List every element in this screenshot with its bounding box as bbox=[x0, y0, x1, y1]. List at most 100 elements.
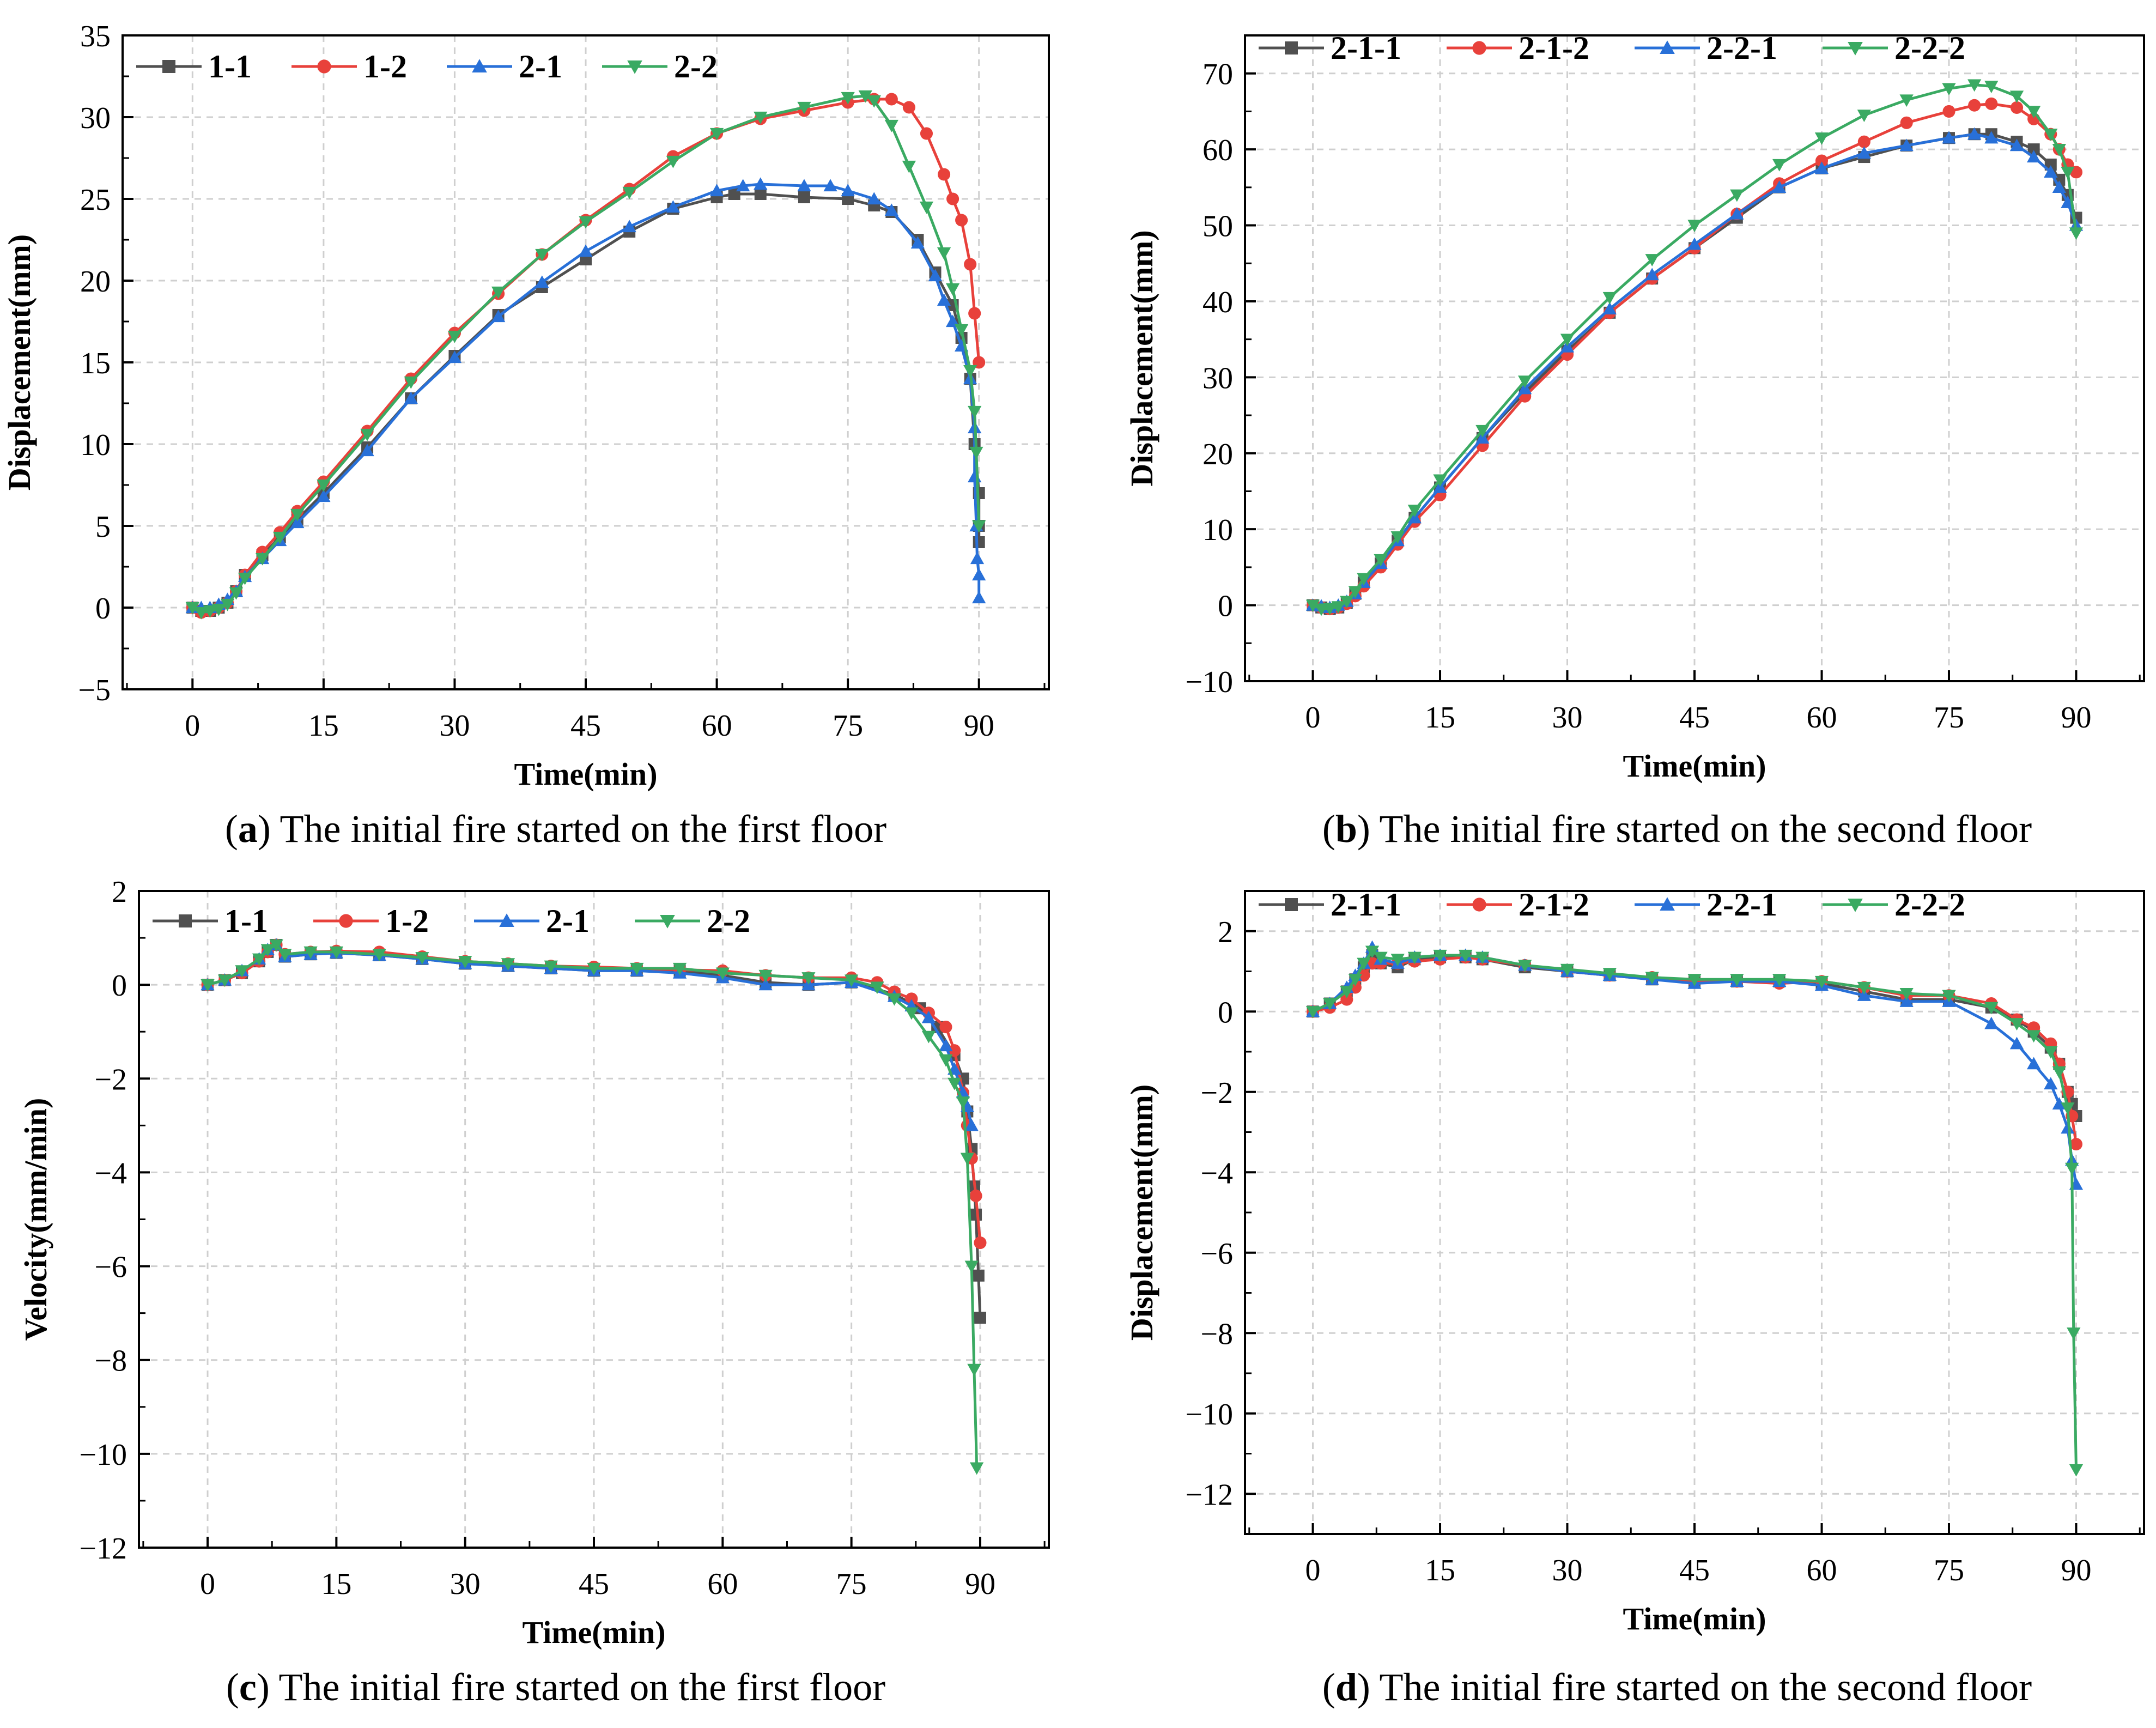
data-point bbox=[963, 365, 977, 378]
data-point bbox=[1433, 474, 1447, 487]
data-point bbox=[905, 992, 918, 1005]
data-point bbox=[179, 914, 192, 927]
y-tick-label: −10 bbox=[79, 1438, 127, 1472]
x-tick-label: 75 bbox=[1934, 701, 1964, 735]
x-tick-label: 90 bbox=[965, 1567, 995, 1601]
data-point bbox=[1899, 94, 1914, 107]
data-point bbox=[1899, 138, 1914, 151]
caption-text: ) The initial fire started on the second… bbox=[1357, 807, 2032, 851]
y-tick-label: 30 bbox=[80, 101, 111, 135]
y-tick-label: 5 bbox=[95, 510, 111, 544]
x-tick-label: 45 bbox=[570, 709, 601, 743]
data-point bbox=[1857, 110, 1871, 123]
chart-panel-b: 0 15 30 45 60 75 90 −10 0 10 20 30 40 50 60 70 Time(min)… bbox=[1124, 30, 2145, 851]
caption-text: ) The initial fire started on the first … bbox=[257, 1665, 885, 1709]
legend-label: 2-2 bbox=[707, 903, 750, 939]
data-point bbox=[1407, 951, 1422, 965]
legend-item: 2-2-2 bbox=[1823, 887, 1965, 923]
data-point bbox=[622, 220, 636, 233]
data-point bbox=[1660, 40, 1675, 54]
legend-label: 1-1 bbox=[224, 903, 268, 939]
data-point bbox=[587, 962, 601, 975]
data-point bbox=[946, 192, 959, 205]
legend-label: 1-2 bbox=[363, 48, 407, 84]
data-point bbox=[2061, 166, 2075, 179]
data-point bbox=[2052, 1097, 2066, 1109]
legend-label: 2-2 bbox=[674, 48, 718, 84]
panel-caption: (b) The initial fire started on the seco… bbox=[1322, 807, 2032, 851]
y-tick-label: 70 bbox=[1202, 58, 1233, 92]
data-point bbox=[797, 179, 811, 192]
data-point bbox=[162, 60, 175, 73]
data-point bbox=[709, 128, 724, 141]
data-point bbox=[1348, 974, 1363, 986]
legend-label: 2-1 bbox=[519, 48, 562, 84]
caption-letter: d bbox=[1335, 1665, 1357, 1709]
data-point bbox=[1942, 131, 1956, 144]
data-point bbox=[535, 275, 549, 288]
data-point bbox=[1357, 573, 1371, 586]
data-point bbox=[1730, 189, 1744, 202]
data-point bbox=[921, 1030, 936, 1044]
data-point bbox=[904, 1007, 919, 1020]
legend-item: 2-1-2 bbox=[1447, 30, 1589, 66]
data-point bbox=[974, 1312, 986, 1324]
x-tick-label: 90 bbox=[964, 709, 994, 743]
y-tick-label: 40 bbox=[1202, 286, 1233, 319]
data-point bbox=[415, 952, 429, 965]
data-point bbox=[1645, 254, 1659, 266]
legend-item: 1-1 bbox=[153, 903, 268, 939]
data-point bbox=[797, 101, 811, 114]
legend-item: 2-1 bbox=[447, 48, 562, 84]
x-tick-label: 90 bbox=[2061, 1554, 2091, 1587]
data-point bbox=[968, 405, 982, 419]
data-point bbox=[2026, 1030, 2041, 1043]
y-tick-label: −10 bbox=[1185, 1398, 1233, 1432]
data-point bbox=[715, 967, 730, 980]
data-point bbox=[2052, 1066, 2066, 1079]
data-point bbox=[970, 1462, 984, 1475]
data-point bbox=[290, 508, 305, 522]
y-tick-label: −12 bbox=[1185, 1478, 1233, 1512]
data-point bbox=[884, 203, 898, 216]
data-point bbox=[1390, 954, 1405, 967]
data-point bbox=[1560, 339, 1575, 353]
data-point bbox=[1857, 981, 1871, 995]
data-point bbox=[758, 978, 773, 991]
x-tick-label: 90 bbox=[2061, 701, 2091, 735]
data-point bbox=[201, 979, 215, 992]
x-tick-label: 15 bbox=[321, 1567, 351, 1601]
data-point bbox=[2026, 150, 2041, 163]
data-point bbox=[867, 95, 881, 108]
y-axis-title: Displacement(mm) bbox=[1124, 230, 1159, 486]
data-point bbox=[1687, 220, 1702, 233]
data-point bbox=[969, 1189, 982, 1203]
data-point bbox=[885, 93, 898, 106]
data-point bbox=[956, 1096, 970, 1109]
x-tick-label: 75 bbox=[836, 1567, 867, 1601]
data-point bbox=[317, 479, 331, 492]
x-tick-label: 60 bbox=[1806, 1554, 1837, 1587]
data-point bbox=[2026, 106, 2041, 119]
data-point bbox=[1323, 998, 1337, 1011]
y-tick-label: 0 bbox=[1218, 996, 1233, 1029]
data-point bbox=[736, 179, 750, 192]
y-tick-label: 25 bbox=[80, 183, 111, 217]
data-point bbox=[238, 572, 252, 585]
series-line bbox=[207, 943, 979, 1468]
series-2-2 bbox=[201, 939, 984, 1475]
data-point bbox=[501, 958, 515, 971]
data-point bbox=[964, 1118, 979, 1131]
data-point bbox=[211, 603, 226, 616]
data-point bbox=[1660, 897, 1675, 911]
data-point bbox=[404, 391, 418, 404]
legend: 1-1 1-2 2-1 2-2 bbox=[136, 48, 718, 84]
data-point bbox=[754, 188, 767, 200]
x-axis-title: Time(min) bbox=[522, 1615, 665, 1650]
y-axis-title: Displacement(mm) bbox=[1124, 1084, 1159, 1341]
data-point bbox=[491, 286, 506, 299]
data-point bbox=[269, 939, 283, 952]
data-point bbox=[1407, 505, 1422, 517]
data-point bbox=[939, 1021, 952, 1034]
x-tick-label: 15 bbox=[308, 709, 339, 743]
